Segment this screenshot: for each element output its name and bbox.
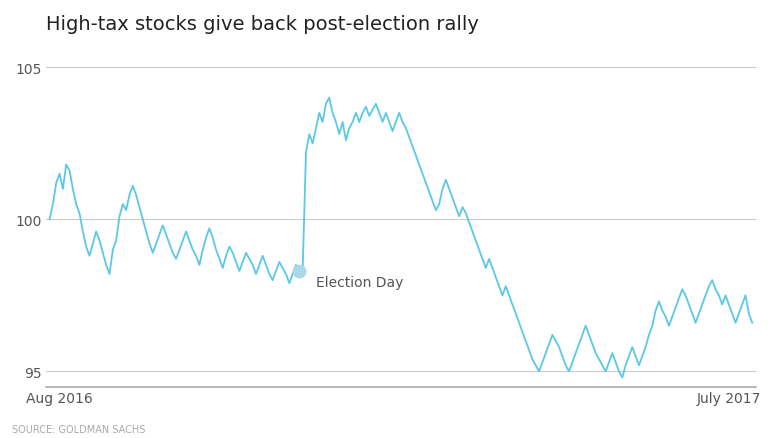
Text: High-tax stocks give back post-election rally: High-tax stocks give back post-election … [46,15,479,34]
Text: Election Day: Election Day [316,275,403,289]
Text: SOURCE: GOLDMAN SACHS: SOURCE: GOLDMAN SACHS [12,424,145,434]
